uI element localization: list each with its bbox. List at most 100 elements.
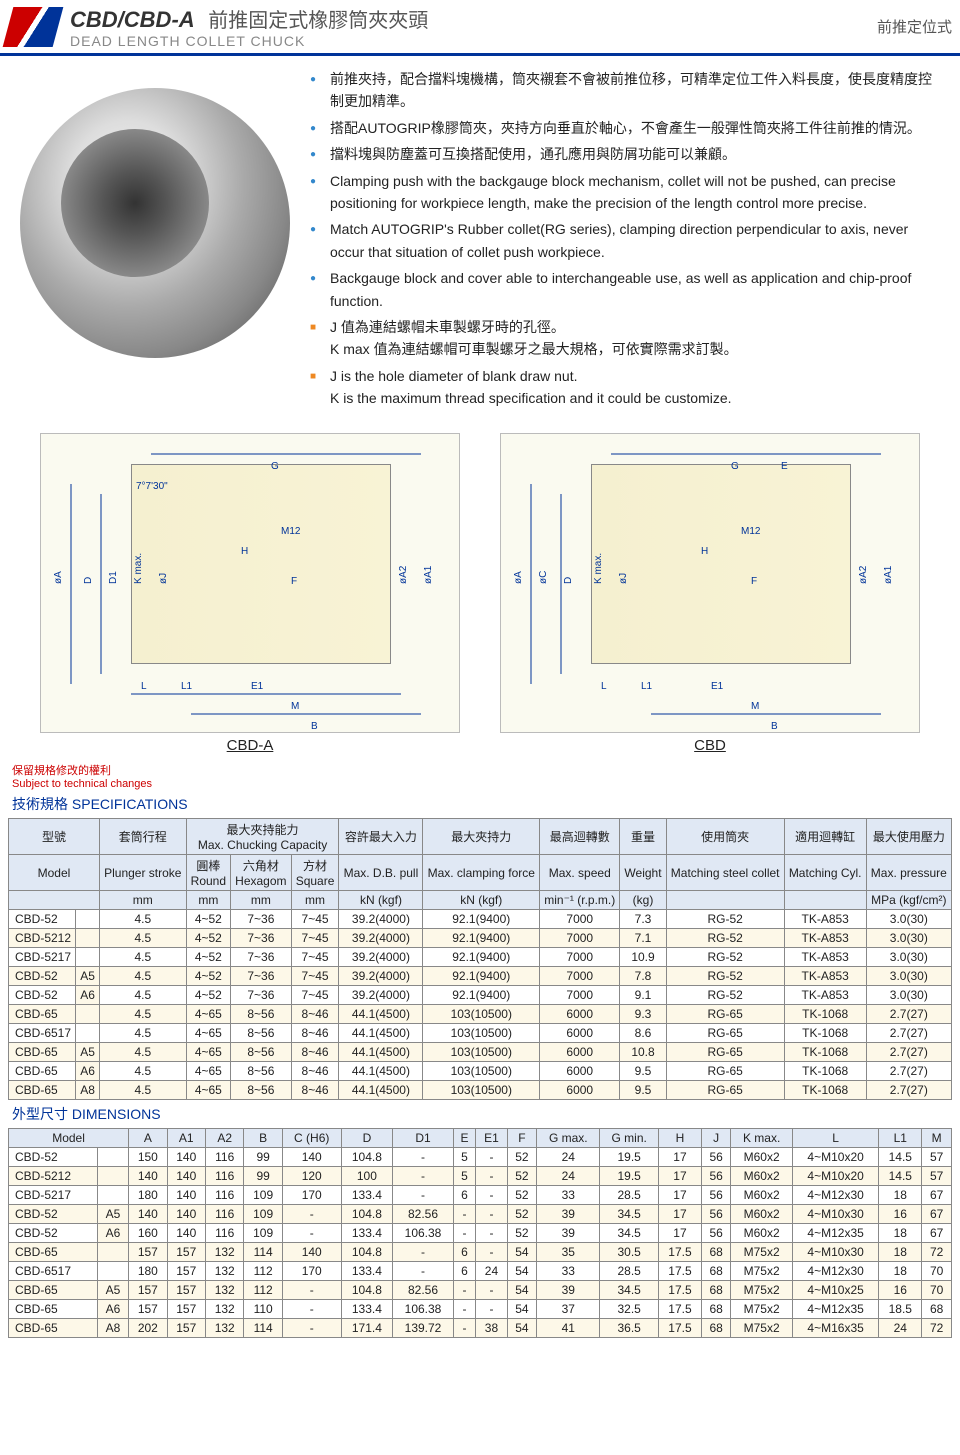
cell: 39.2(4000) xyxy=(339,929,423,948)
cell: - xyxy=(476,1148,507,1167)
cell: 103(10500) xyxy=(423,1081,540,1100)
cell: - xyxy=(393,1186,454,1205)
cell: TK-A853 xyxy=(784,986,866,1005)
th: 最高迴轉數 xyxy=(540,819,620,855)
svg-text:M: M xyxy=(291,701,299,712)
cell: A8 xyxy=(76,1081,100,1100)
cell: 33 xyxy=(537,1262,600,1281)
cell: 34.5 xyxy=(600,1205,659,1224)
diagrams-row: øA D D1 K max. øJ HM12 FG øA2 øA1 LL1 E1… xyxy=(0,425,960,762)
cell: 140 xyxy=(167,1224,205,1243)
svg-text:øA2: øA2 xyxy=(398,566,409,585)
cell: 4~M12x35 xyxy=(792,1224,879,1243)
table-row: CBD-52174.54~527~367~4539.2(4000)92.1(94… xyxy=(9,948,952,967)
bullet-item: Clamping push with the backgauge block m… xyxy=(310,170,940,215)
cell: 19.5 xyxy=(600,1167,659,1186)
svg-text:M: M xyxy=(751,701,759,712)
cell: M60x2 xyxy=(731,1224,792,1243)
cell: 39 xyxy=(537,1224,600,1243)
cell: M75x2 xyxy=(731,1319,792,1338)
table-row: CBD-52124.54~527~367~4539.2(4000)92.1(94… xyxy=(9,929,952,948)
cell: 4~M12x35 xyxy=(792,1300,879,1319)
cell: TK-A853 xyxy=(784,967,866,986)
cell: 3.0(30) xyxy=(866,910,951,929)
cell: 8~46 xyxy=(291,1024,339,1043)
cell xyxy=(97,1148,128,1167)
cell: 33 xyxy=(537,1186,600,1205)
cell: 7000 xyxy=(540,948,620,967)
th: B xyxy=(244,1129,282,1148)
cell: 3.0(30) xyxy=(866,967,951,986)
cell: 70 xyxy=(922,1281,952,1300)
cell: 4~M16x35 xyxy=(792,1319,879,1338)
th: 最大使用壓力 xyxy=(866,819,951,855)
cell: 103(10500) xyxy=(423,1043,540,1062)
diagram-svg: øA øC D K max. øJ HM12 FGE øA2 øA1 LL1 E… xyxy=(501,434,921,734)
cell: - xyxy=(393,1243,454,1262)
cell: CBD-6517 xyxy=(9,1024,76,1043)
cell: 4~M10x30 xyxy=(792,1243,879,1262)
cell: 32.5 xyxy=(600,1300,659,1319)
cell: RG-65 xyxy=(666,1005,784,1024)
cell: CBD-52 xyxy=(9,967,76,986)
cell: TK-A853 xyxy=(784,948,866,967)
svg-text:L1: L1 xyxy=(641,681,653,692)
diagram-label-left: CBD-A xyxy=(40,737,460,754)
cell: - xyxy=(282,1319,341,1338)
cell: 4.5 xyxy=(99,986,186,1005)
th: C (H6) xyxy=(282,1129,341,1148)
cell: TK-1068 xyxy=(784,1081,866,1100)
cell: 17 xyxy=(659,1224,702,1243)
diagram-svg: øA D D1 K max. øJ HM12 FG øA2 øA1 LL1 E1… xyxy=(41,434,461,734)
cell: 9.5 xyxy=(620,1062,666,1081)
th: Plunger stroke xyxy=(99,855,186,891)
cell: 170 xyxy=(282,1186,341,1205)
product-image xyxy=(20,88,290,358)
cell: 52 xyxy=(507,1205,537,1224)
cell: - xyxy=(282,1281,341,1300)
th: H xyxy=(659,1129,702,1148)
cell: M75x2 xyxy=(731,1281,792,1300)
svg-text:K max.: K max. xyxy=(133,553,144,584)
cell: 7~45 xyxy=(291,948,339,967)
cell: 140 xyxy=(167,1167,205,1186)
th: 最大夾持力 xyxy=(423,819,540,855)
cell: 140 xyxy=(129,1205,167,1224)
th: mm xyxy=(99,891,186,910)
top-section: 前推夾持，配合擋料塊機構，筒夾襯套不會被前推位移，可精準定位工件入料長度，使長度… xyxy=(0,56,960,425)
cell: 18 xyxy=(879,1262,922,1281)
cell: 68 xyxy=(701,1300,731,1319)
cell: 52 xyxy=(507,1224,537,1243)
cell: 82.56 xyxy=(393,1281,454,1300)
cell: 4~65 xyxy=(186,1024,231,1043)
cell: 4~52 xyxy=(186,986,231,1005)
cell: 54 xyxy=(507,1281,537,1300)
cell: 132 xyxy=(205,1243,243,1262)
cell: 39 xyxy=(537,1205,600,1224)
th: kN (kgf) xyxy=(339,891,423,910)
cell: 132 xyxy=(205,1300,243,1319)
svg-text:øA: øA xyxy=(53,571,64,584)
cell: A5 xyxy=(97,1281,128,1300)
cell: 4~52 xyxy=(186,948,231,967)
cell: 44.1(4500) xyxy=(339,1024,423,1043)
table-row: CBD-65A54.54~658~568~4644.1(4500)103(105… xyxy=(9,1043,952,1062)
cell: 2.7(27) xyxy=(866,1081,951,1100)
cell: - xyxy=(453,1319,476,1338)
cell: 92.1(9400) xyxy=(423,967,540,986)
cell: 157 xyxy=(167,1281,205,1300)
cell: 8~56 xyxy=(231,1043,292,1062)
th: Max. clamping force xyxy=(423,855,540,891)
cell: CBD-52 xyxy=(9,910,76,929)
svg-text:øA1: øA1 xyxy=(423,566,434,585)
cell: 99 xyxy=(244,1167,282,1186)
cell: RG-65 xyxy=(666,1062,784,1081)
cell: 44.1(4500) xyxy=(339,1062,423,1081)
cell: 7~36 xyxy=(231,929,292,948)
cell: CBD-65 xyxy=(9,1319,98,1338)
spec-section-title: 技術規格 SPECIFICATIONS xyxy=(0,790,960,818)
svg-text:D: D xyxy=(563,577,574,584)
cell: 39.2(4000) xyxy=(339,967,423,986)
cell: TK-1068 xyxy=(784,1043,866,1062)
th: mm xyxy=(186,891,231,910)
